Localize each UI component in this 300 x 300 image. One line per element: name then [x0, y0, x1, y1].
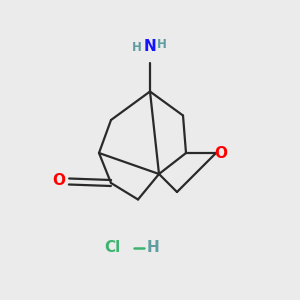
- Text: O: O: [52, 173, 65, 188]
- Text: N: N: [144, 39, 156, 54]
- Text: H: H: [147, 240, 160, 255]
- Text: H: H: [157, 38, 167, 51]
- Text: O: O: [214, 146, 227, 160]
- Text: H: H: [132, 41, 141, 54]
- Text: Cl: Cl: [104, 240, 121, 255]
